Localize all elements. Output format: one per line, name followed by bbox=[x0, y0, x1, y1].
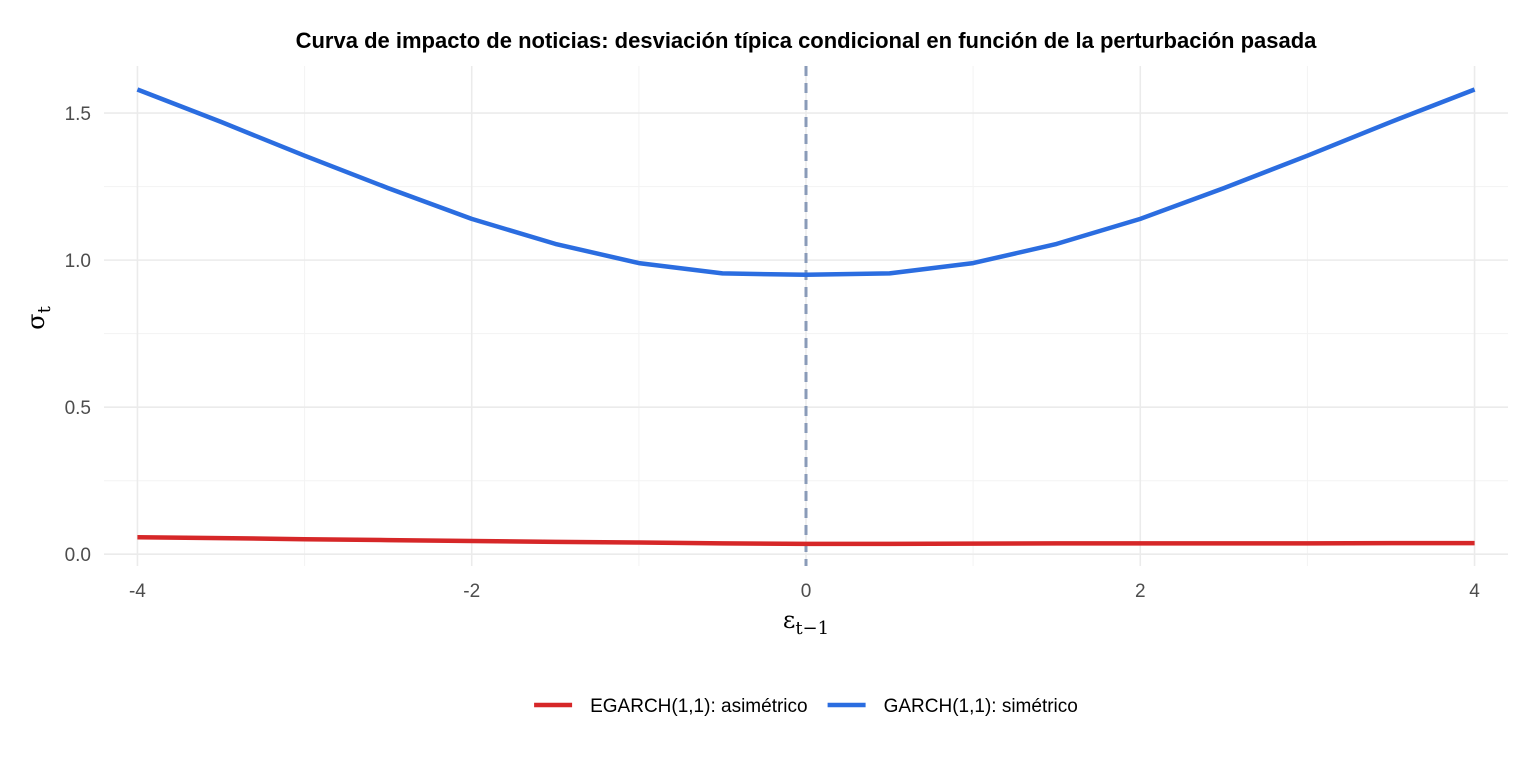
y-axis-label: σt bbox=[22, 305, 55, 329]
x-tick-label: 4 bbox=[1469, 581, 1480, 602]
chart-title: Curva de impacto de noticias: desviación… bbox=[296, 28, 1318, 53]
x-tick-labels: -4 -2 0 2 4 bbox=[129, 581, 1480, 602]
legend-label-0: EGARCH(1,1): asimétrico bbox=[590, 696, 808, 717]
series-line-1 bbox=[136, 87, 1476, 278]
x-tick-label: 2 bbox=[1135, 581, 1146, 602]
legend: EGARCH(1,1): asimétrico GARCH(1,1): simét… bbox=[534, 696, 1078, 717]
y-tick-label: 1.0 bbox=[65, 251, 91, 272]
legend-item-1: GARCH(1,1): simétrico bbox=[827, 696, 1078, 717]
series-line-0 bbox=[137, 534, 1475, 547]
y-tick-labels: 0.0 0.5 1.0 1.5 bbox=[65, 104, 91, 566]
y-tick-label: 1.5 bbox=[65, 104, 91, 125]
legend-item-0: EGARCH(1,1): asimétrico bbox=[534, 696, 808, 717]
x-axis-label: εt−1 bbox=[783, 606, 829, 639]
y-tick-label: 0.5 bbox=[65, 398, 91, 419]
series-group bbox=[136, 87, 1476, 547]
x-tick-label: 0 bbox=[801, 581, 812, 602]
y-tick-label: 0.0 bbox=[65, 545, 91, 566]
x-tick-label: -4 bbox=[129, 581, 146, 602]
x-tick-label: -2 bbox=[463, 581, 480, 602]
legend-label-1: GARCH(1,1): simétrico bbox=[884, 696, 1078, 717]
